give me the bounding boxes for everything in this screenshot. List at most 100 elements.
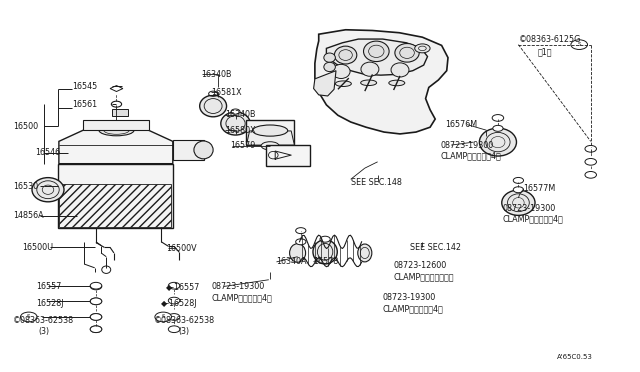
Ellipse shape xyxy=(261,142,279,150)
Bar xyxy=(59,184,171,227)
Circle shape xyxy=(90,283,102,290)
Circle shape xyxy=(231,109,240,114)
Circle shape xyxy=(415,44,430,53)
Ellipse shape xyxy=(313,240,337,264)
Circle shape xyxy=(90,298,102,305)
Text: 16557: 16557 xyxy=(36,282,62,291)
Text: ©08363-62538: ©08363-62538 xyxy=(154,316,215,325)
Bar xyxy=(173,140,204,160)
Text: 16581X: 16581X xyxy=(211,88,242,97)
Ellipse shape xyxy=(194,141,213,159)
Ellipse shape xyxy=(221,112,250,135)
Text: 16530: 16530 xyxy=(13,182,38,190)
Text: 14856A: 14856A xyxy=(13,211,44,220)
Ellipse shape xyxy=(335,46,357,64)
Polygon shape xyxy=(246,131,294,145)
Polygon shape xyxy=(110,86,123,92)
Ellipse shape xyxy=(335,81,351,87)
Circle shape xyxy=(90,326,102,333)
Polygon shape xyxy=(59,130,173,164)
Text: 16340B: 16340B xyxy=(202,70,232,79)
Ellipse shape xyxy=(358,244,372,262)
Text: S: S xyxy=(27,314,31,320)
Text: CLAMPクランプ大１）: CLAMPクランプ大１） xyxy=(394,273,454,282)
Text: CLAMPクランプ（4）: CLAMPクランプ（4） xyxy=(211,293,272,302)
Polygon shape xyxy=(315,30,448,134)
Circle shape xyxy=(493,125,503,131)
Circle shape xyxy=(513,187,524,193)
Text: 16500U: 16500U xyxy=(22,243,54,252)
Text: 16580X: 16580X xyxy=(225,126,256,135)
Circle shape xyxy=(90,298,102,305)
Text: ©08363-62538: ©08363-62538 xyxy=(13,316,74,325)
Circle shape xyxy=(168,297,180,304)
Text: 16545: 16545 xyxy=(72,82,97,91)
Text: 08723-12600: 08723-12600 xyxy=(394,262,447,270)
Ellipse shape xyxy=(389,80,405,86)
Text: CLAMPクランプ（4）: CLAMPクランプ（4） xyxy=(440,151,501,160)
Text: ◆-16528J: ◆-16528J xyxy=(161,299,198,308)
Circle shape xyxy=(168,282,180,289)
Circle shape xyxy=(111,101,122,107)
Text: SEE SEC.142: SEE SEC.142 xyxy=(410,243,461,252)
Text: （1）: （1） xyxy=(538,48,552,57)
Text: (3): (3) xyxy=(38,327,49,336)
Circle shape xyxy=(90,282,102,289)
Text: 16561: 16561 xyxy=(72,100,97,109)
Circle shape xyxy=(155,312,172,322)
Polygon shape xyxy=(314,71,336,96)
Text: 16576M: 16576M xyxy=(445,120,477,129)
Polygon shape xyxy=(58,164,173,228)
Text: 16500: 16500 xyxy=(13,122,38,131)
Text: S: S xyxy=(161,314,165,320)
Ellipse shape xyxy=(324,53,335,62)
Ellipse shape xyxy=(391,63,409,77)
Ellipse shape xyxy=(32,177,64,202)
Text: 16528J: 16528J xyxy=(36,299,64,308)
Text: 16579: 16579 xyxy=(230,141,256,150)
Bar xyxy=(83,120,149,130)
Text: 16577M: 16577M xyxy=(524,185,556,193)
Ellipse shape xyxy=(364,41,389,62)
Text: 16578: 16578 xyxy=(314,257,339,266)
Text: S: S xyxy=(577,42,581,47)
Circle shape xyxy=(585,171,596,178)
Circle shape xyxy=(90,314,102,320)
Ellipse shape xyxy=(361,62,379,76)
Text: 08723-19300: 08723-19300 xyxy=(502,204,556,213)
Text: SEE SEC.148: SEE SEC.148 xyxy=(351,178,401,187)
Circle shape xyxy=(90,314,102,320)
Text: 16546: 16546 xyxy=(35,148,60,157)
Ellipse shape xyxy=(290,244,306,262)
Ellipse shape xyxy=(252,125,288,136)
Circle shape xyxy=(90,326,102,333)
Bar xyxy=(266,145,310,166)
Text: 08723-19300: 08723-19300 xyxy=(211,282,264,291)
Ellipse shape xyxy=(479,128,516,156)
Ellipse shape xyxy=(99,125,134,136)
Text: ©08363-6125G: ©08363-6125G xyxy=(518,35,580,44)
Ellipse shape xyxy=(102,266,111,273)
Ellipse shape xyxy=(361,80,376,86)
Ellipse shape xyxy=(200,95,227,117)
Circle shape xyxy=(513,177,524,183)
Circle shape xyxy=(168,326,180,333)
Circle shape xyxy=(296,239,306,245)
Circle shape xyxy=(296,228,306,234)
Text: CLAMPクランプ（4）: CLAMPクランプ（4） xyxy=(502,214,563,223)
Circle shape xyxy=(571,40,588,49)
Circle shape xyxy=(168,314,180,320)
Circle shape xyxy=(585,158,596,165)
Circle shape xyxy=(209,91,218,96)
Text: CLAMPクランプ（4）: CLAMPクランプ（4） xyxy=(382,304,443,313)
Text: 16500V: 16500V xyxy=(166,244,197,253)
Circle shape xyxy=(585,145,596,152)
Text: 16340A: 16340A xyxy=(276,257,307,266)
Text: (3): (3) xyxy=(178,327,189,336)
Ellipse shape xyxy=(324,62,335,71)
Circle shape xyxy=(492,115,504,121)
Text: ◆-16557: ◆-16557 xyxy=(166,282,201,291)
Text: 08723-19300: 08723-19300 xyxy=(382,293,435,302)
Ellipse shape xyxy=(332,64,350,78)
Text: A'65C0.53: A'65C0.53 xyxy=(557,354,593,360)
